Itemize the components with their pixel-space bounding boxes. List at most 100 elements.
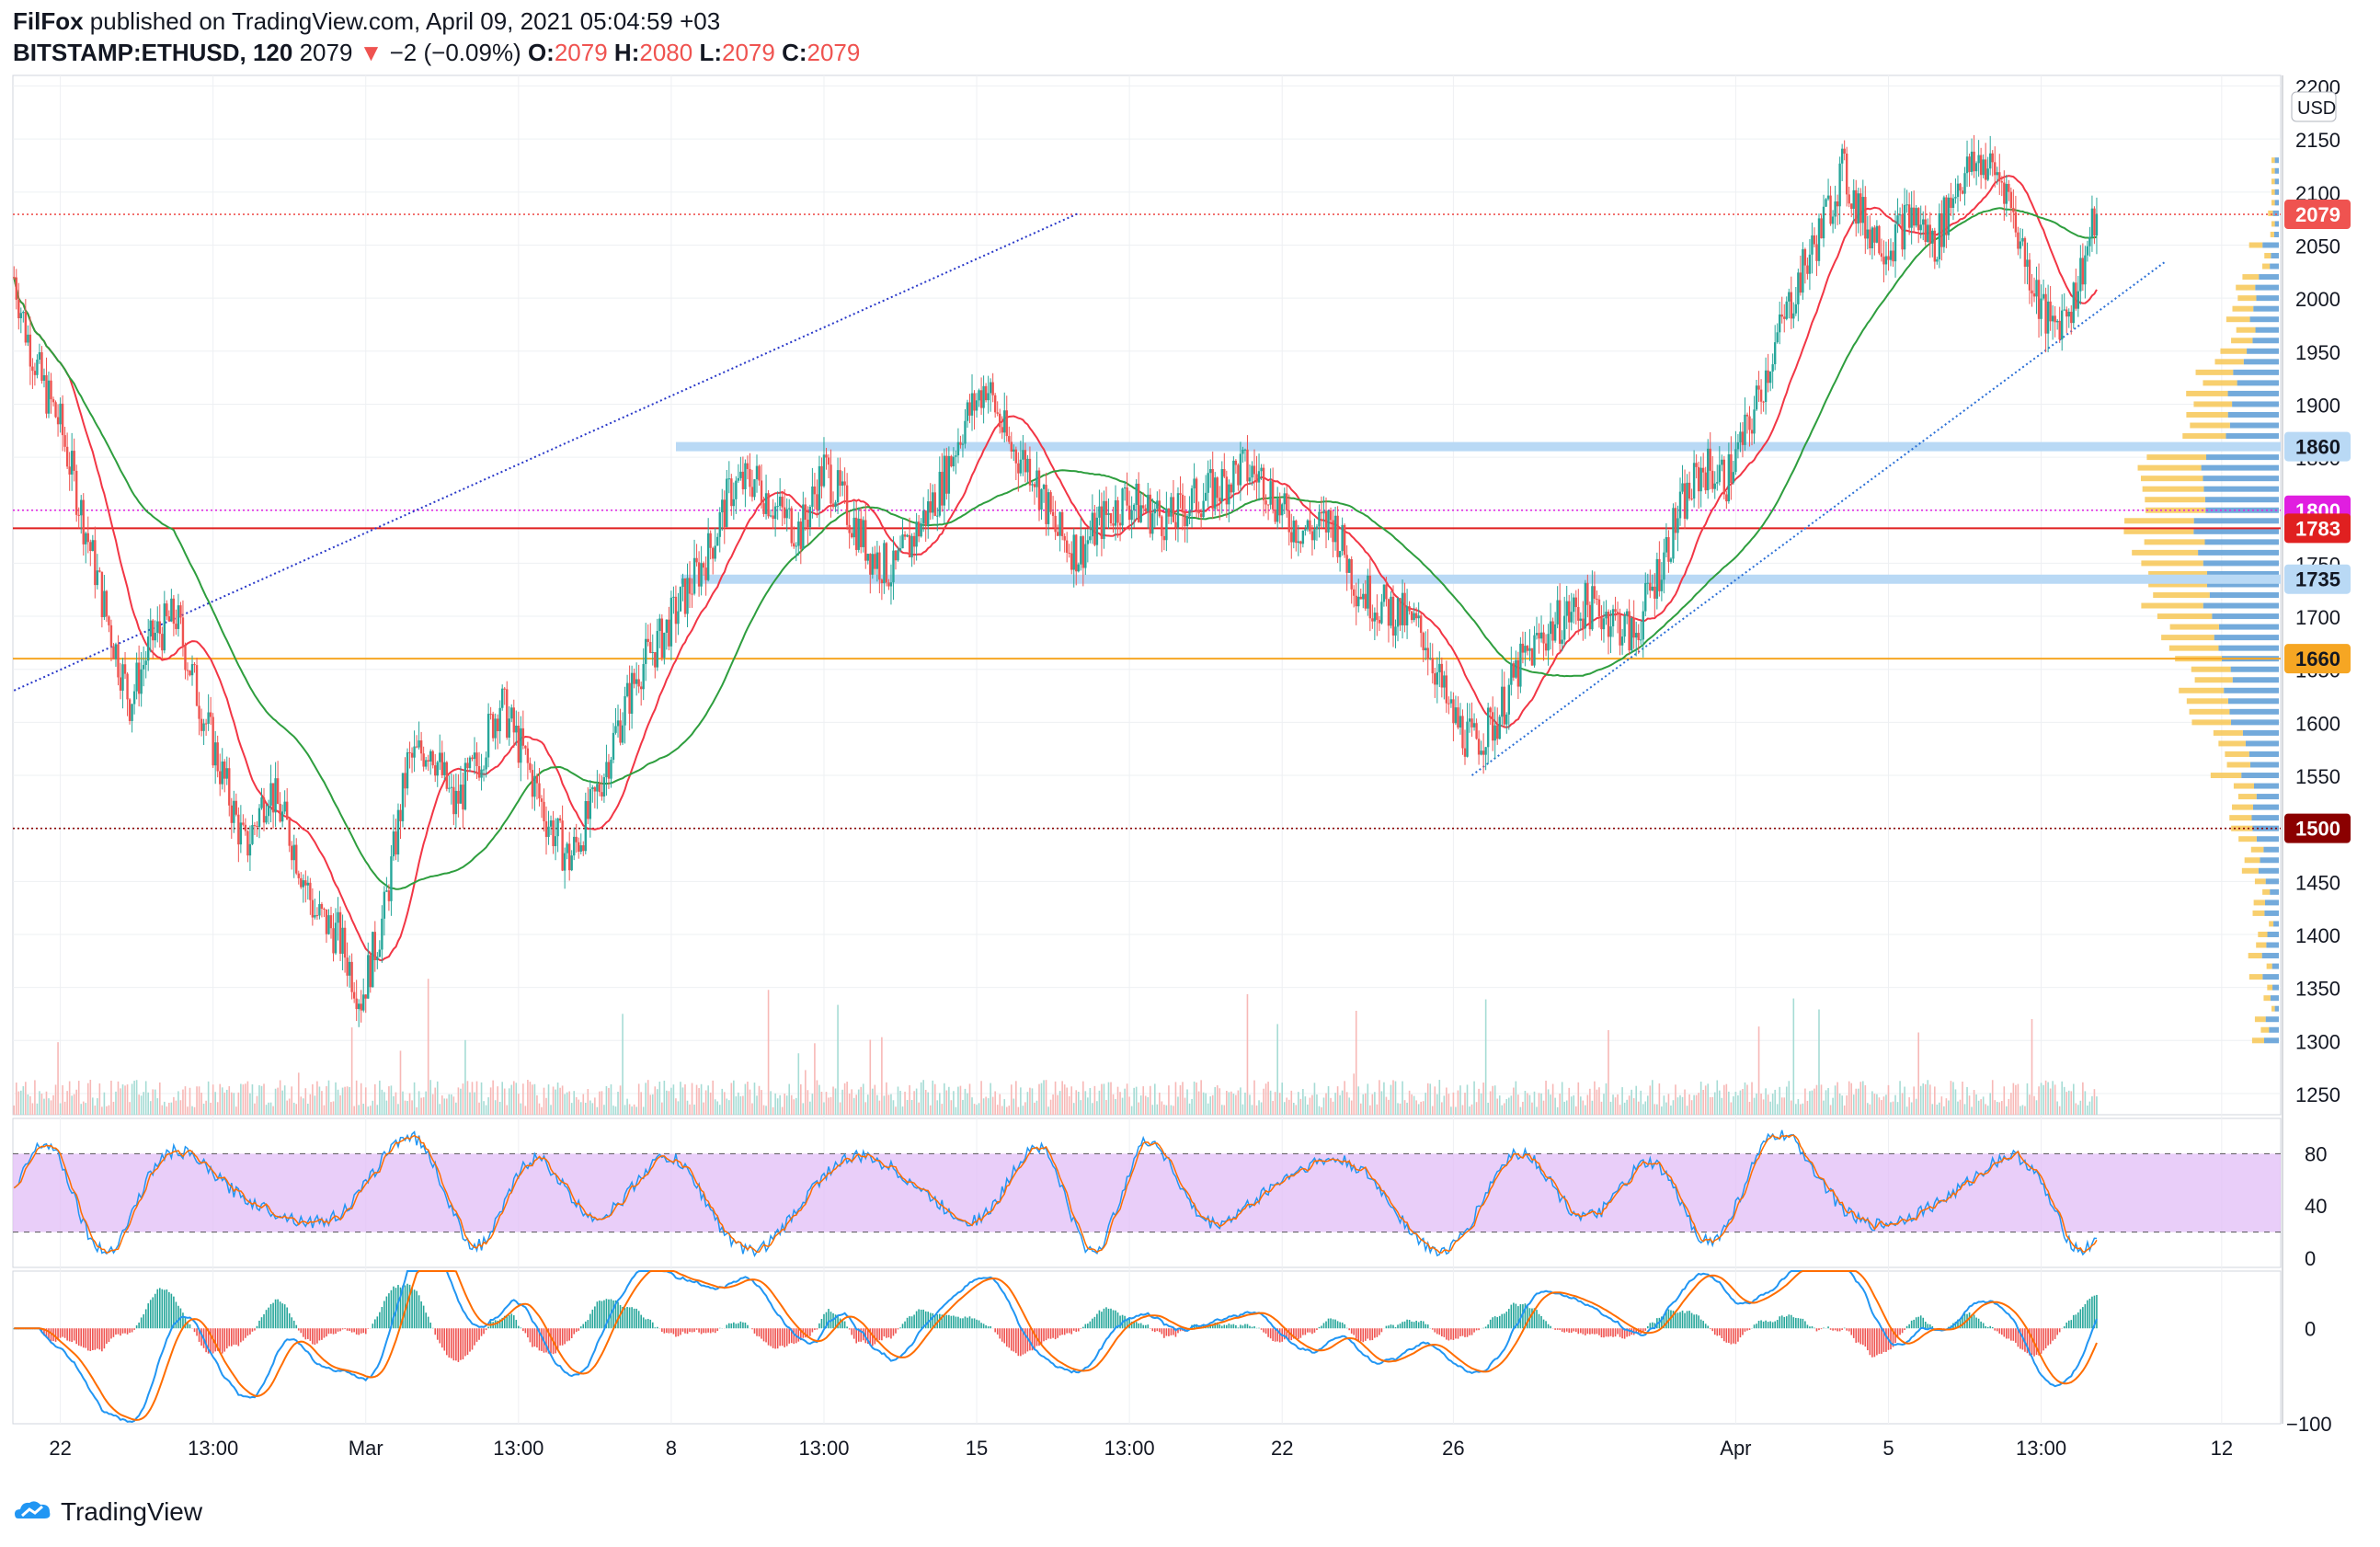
candle-body (1332, 520, 1334, 543)
candle-body (2026, 259, 2029, 268)
volume-bar (1767, 1094, 1769, 1115)
macd-histogram-bar (1302, 1328, 1304, 1335)
macd-histogram-bar (170, 1293, 173, 1329)
candle-body (494, 718, 497, 739)
macd-histogram-bar (582, 1324, 585, 1329)
candle-body (561, 820, 564, 871)
macd-histogram-bar (103, 1328, 106, 1349)
candle-body (200, 718, 203, 731)
volume-bar (59, 1103, 62, 1115)
macd-histogram-bar (193, 1328, 196, 1333)
volume-bar (2084, 1091, 2087, 1115)
symbol-label[interactable]: BITSTAMP:ETHUSD, 120 (13, 39, 293, 66)
volume-bar (1484, 999, 1487, 1115)
macd-histogram-bar (2003, 1328, 2006, 1337)
close-label: C: (782, 39, 807, 66)
candle-body (1484, 747, 1487, 755)
candle-body (352, 991, 356, 999)
volume-bar (1734, 1091, 1737, 1115)
candle-body (1172, 497, 1175, 522)
volume-bar (126, 1084, 129, 1115)
candle-body (332, 928, 335, 954)
volume-profile-bar-down (2214, 359, 2244, 365)
macd-histogram-bar (140, 1317, 143, 1329)
candle-body (1646, 582, 1649, 584)
volume-bar (2093, 1089, 2096, 1115)
macd-histogram-bar (1605, 1328, 1608, 1337)
macd-histogram-bar (452, 1328, 455, 1361)
volume-bar (1963, 1104, 1966, 1115)
volume-bar (1482, 1083, 1484, 1115)
macd-histogram-bar (323, 1328, 326, 1338)
currency-label: USD (2297, 98, 2336, 119)
high-label: H: (613, 39, 640, 66)
volume-bar (805, 1070, 807, 1115)
macd-histogram-bar (1876, 1328, 1878, 1356)
candle-body (848, 524, 851, 533)
candle-body (373, 932, 377, 960)
macd-histogram-bar (1536, 1310, 1538, 1329)
macd-histogram-bar (1901, 1328, 1904, 1334)
macd-histogram-bar (541, 1328, 543, 1351)
macd-histogram-bar (1510, 1304, 1513, 1329)
candle-body (950, 455, 953, 467)
volume-bar (735, 1096, 738, 1115)
volume-bar (1080, 1100, 1082, 1115)
candle-body (570, 855, 573, 871)
volume-bar (962, 1099, 964, 1115)
candle-body (381, 918, 383, 950)
volume-bar (527, 1080, 529, 1115)
volume-bar (1034, 1102, 1036, 1115)
candle-body (1776, 332, 1779, 343)
volume-bar (1852, 1094, 1855, 1115)
candle-body (788, 508, 791, 510)
macd-histogram-bar (256, 1325, 258, 1329)
macd-histogram-bar (881, 1328, 883, 1341)
footer-brand[interactable]: TradingView (13, 1497, 202, 1527)
volume-bar (277, 1087, 279, 1115)
volume-profile-bar-down (2190, 422, 2230, 429)
candle-body (1054, 515, 1057, 533)
volume-bar (1996, 1102, 1998, 1115)
macd-histogram-bar (214, 1328, 216, 1352)
volume-bar (1480, 1093, 1482, 1115)
macd-histogram-bar (143, 1314, 144, 1329)
volume-bar (726, 1098, 728, 1115)
macd-histogram-bar (1733, 1328, 1734, 1344)
volume-bar (1954, 1089, 1957, 1115)
volume-bar (1991, 1080, 1994, 1115)
candle-body (1640, 639, 1642, 641)
candle-body (439, 752, 441, 762)
volume-bar (1878, 1097, 1881, 1115)
macd-histogram-bar (2052, 1328, 2054, 1341)
publisher-name[interactable]: FilFox (13, 7, 84, 35)
candle-body (793, 543, 795, 547)
volume-bar (1887, 1084, 1890, 1115)
macd-histogram-bar (312, 1328, 314, 1345)
macd-histogram-bar (1417, 1322, 1420, 1329)
macd-histogram-bar (1341, 1322, 1344, 1329)
candle-body (669, 597, 673, 647)
volume-bar (1489, 1091, 1492, 1115)
volume-bar (1281, 1083, 1284, 1115)
macd-histogram-bar (978, 1320, 980, 1329)
volume-bar (1790, 1100, 1792, 1115)
candle-body (639, 686, 643, 690)
volume-bar (302, 1098, 304, 1115)
candle-body (401, 773, 405, 821)
price-tick-label: 1250 (2295, 1083, 2340, 1106)
volume-bar (330, 1102, 332, 1115)
macd-histogram-bar (1087, 1324, 1089, 1329)
macd-histogram-bar (1096, 1313, 1098, 1329)
macd-histogram-bar (901, 1324, 904, 1329)
macd-histogram-bar (1841, 1328, 1843, 1331)
candle-body (1936, 258, 1939, 262)
candle-body (2065, 309, 2068, 317)
price-tag-1660 (2284, 644, 2351, 674)
candle-body (1806, 265, 1809, 274)
macd-histogram-bar (1327, 1318, 1330, 1329)
candle-body (1672, 508, 1675, 559)
candle-body (1036, 470, 1038, 487)
macd-histogram-bar (124, 1328, 126, 1334)
